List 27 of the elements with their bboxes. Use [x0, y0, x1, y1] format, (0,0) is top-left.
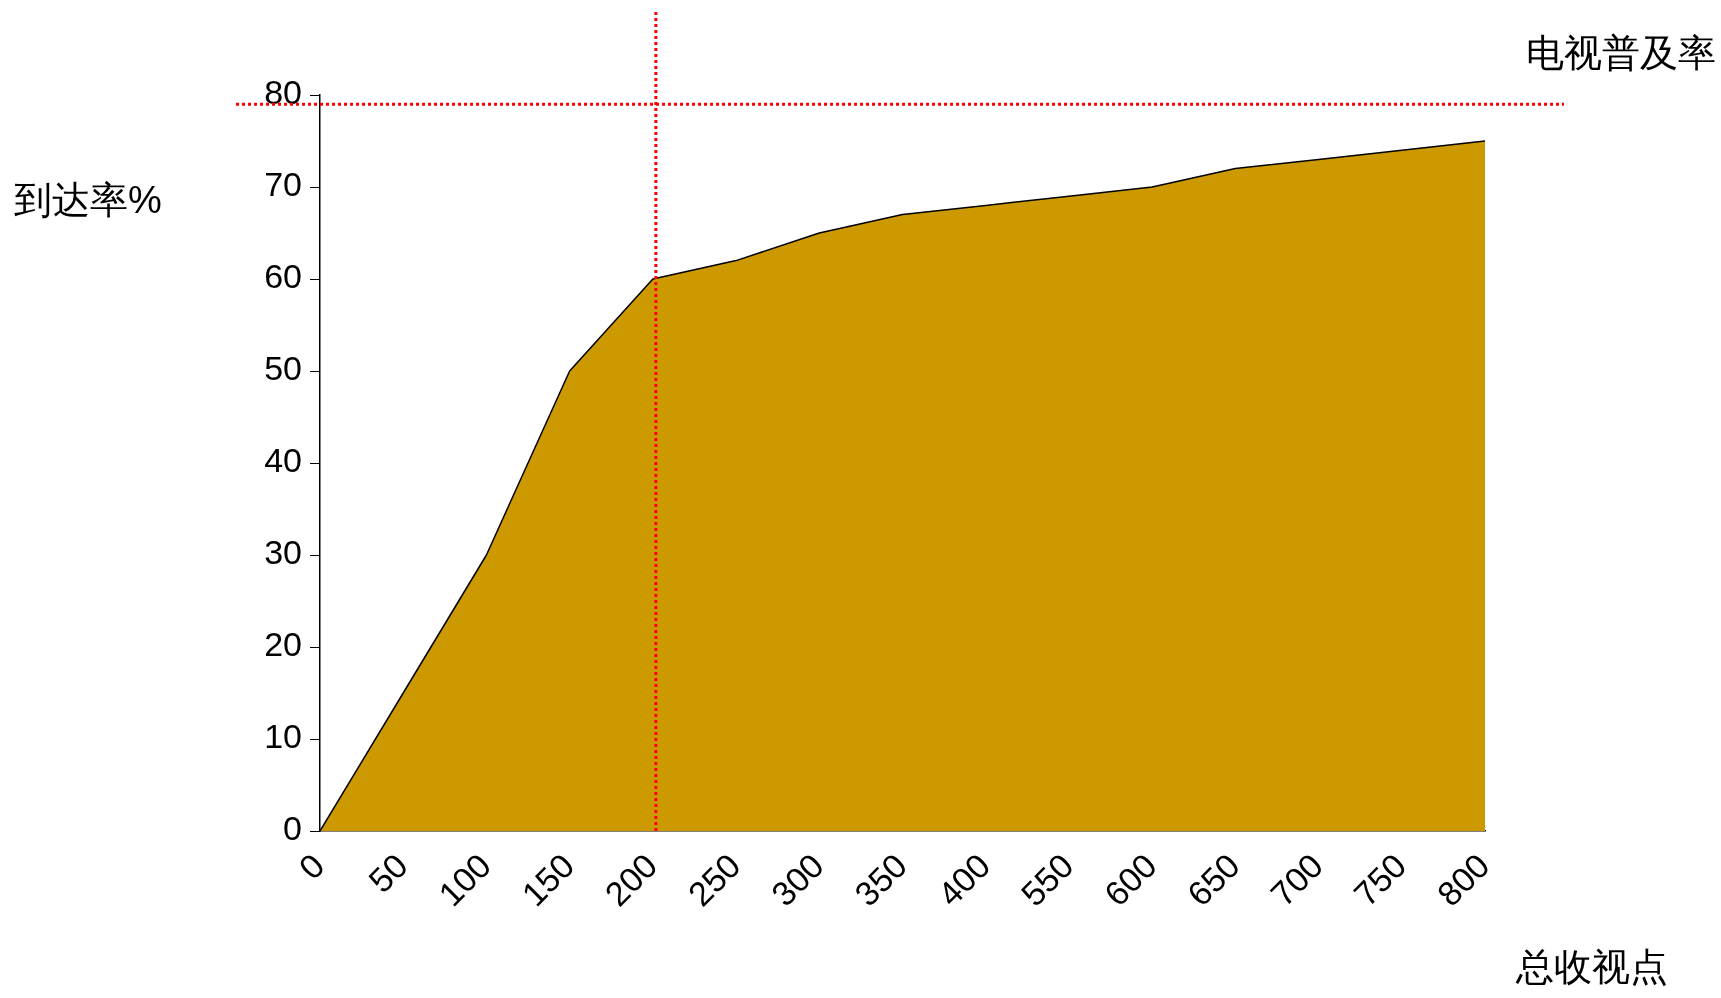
x-tick-label: 350: [847, 846, 915, 914]
y-tick-label: 30: [264, 533, 302, 572]
x-tick-label: 150: [514, 846, 582, 914]
x-tick-label: 200: [597, 846, 665, 914]
x-tick-label: 700: [1263, 846, 1331, 914]
y-axis-title: 到达率%: [14, 179, 162, 222]
y-tick-label: 10: [264, 717, 302, 756]
x-axis-title: 总收视点: [1515, 946, 1668, 989]
y-tick-label: 0: [283, 809, 302, 848]
x-tick-label: 300: [763, 846, 831, 914]
x-tick-label: 650: [1179, 846, 1247, 914]
x-tick-label: 100: [431, 846, 499, 914]
x-tick-label: 600: [1096, 846, 1164, 914]
y-tick-label: 20: [264, 625, 302, 664]
y-tick-label: 70: [264, 165, 302, 204]
x-tick-label: 0: [291, 846, 332, 887]
y-tick-label: 80: [264, 73, 302, 112]
y-tick-label: 50: [264, 349, 302, 388]
y-tick-label: 60: [264, 257, 302, 296]
ref-line-label: 电视普及率: [1526, 32, 1716, 74]
x-tick-label: 550: [1013, 846, 1081, 914]
x-tick-label: 50: [361, 846, 415, 900]
x-tick-label: 800: [1429, 846, 1497, 914]
y-tick-label: 40: [264, 441, 302, 480]
x-tick-label: 750: [1346, 846, 1414, 914]
x-tick-label: 400: [930, 846, 998, 914]
x-tick-label: 250: [680, 846, 748, 914]
